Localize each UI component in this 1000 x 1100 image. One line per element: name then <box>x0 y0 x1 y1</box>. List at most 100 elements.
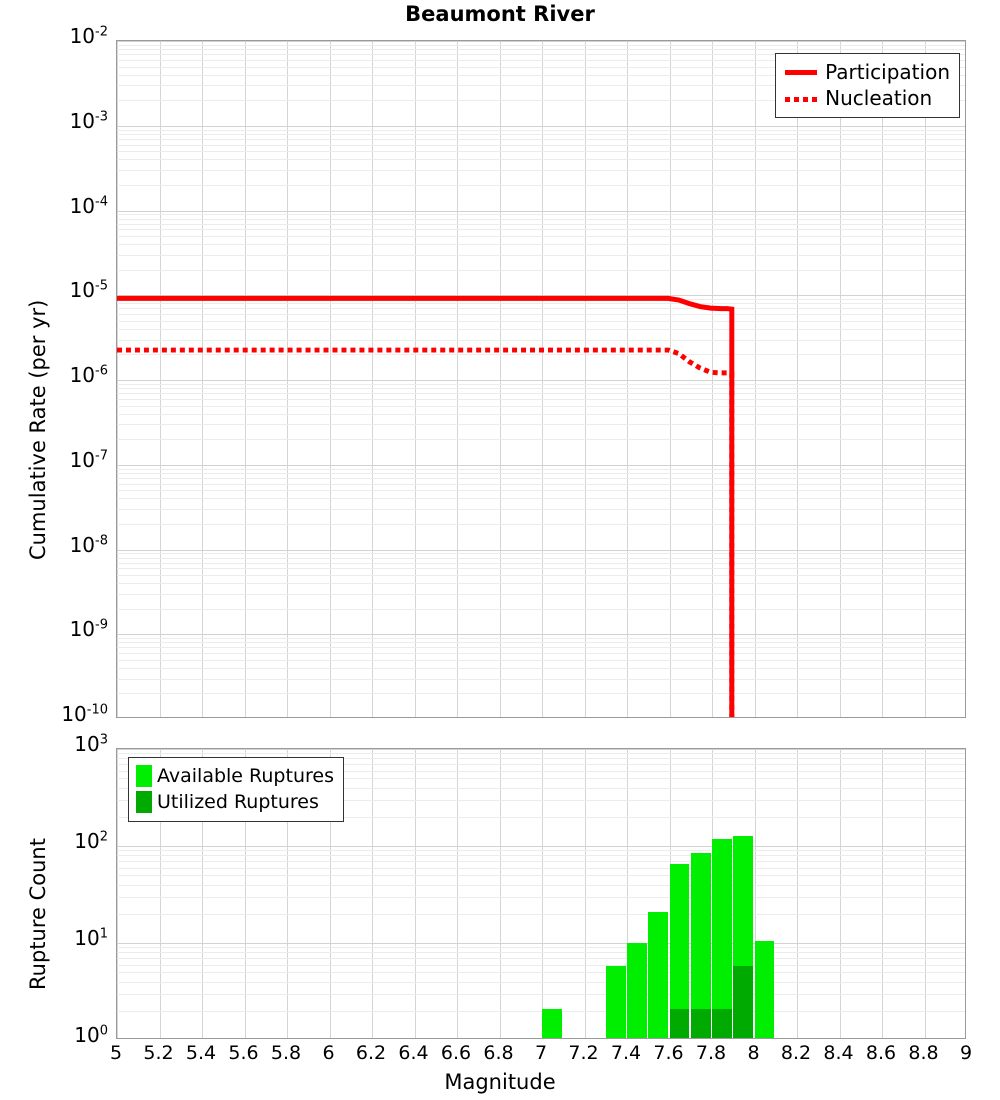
gridline-vertical <box>627 749 628 1038</box>
gridline-vertical <box>457 749 458 1038</box>
x-tick-label: 6.4 <box>398 1042 429 1064</box>
gridline-vertical <box>542 41 543 717</box>
gridline-horizontal-minor <box>117 855 965 857</box>
gridline-vertical <box>329 749 331 1038</box>
gridline-horizontal-minor <box>117 229 965 231</box>
x-tick-label: 7.8 <box>695 1042 727 1064</box>
gridline-horizontal-minor <box>117 799 965 801</box>
gridline-horizontal-minor <box>117 608 965 610</box>
legend-item-participation[interactable]: Participation <box>783 59 950 85</box>
y-tick-label: 10-10 <box>61 702 108 726</box>
gridline-vertical <box>584 41 586 717</box>
bar-utilized <box>712 1008 732 1038</box>
gridline-horizontal-minor <box>117 509 965 511</box>
gridline-horizontal-major <box>117 125 965 127</box>
gridline-horizontal-minor <box>117 981 965 983</box>
gridline-vertical <box>372 749 373 1038</box>
gridline-vertical <box>627 41 628 717</box>
bar-available <box>690 853 711 1038</box>
gridline-horizontal-minor <box>117 678 965 680</box>
y-tick-label: 10-8 <box>69 532 108 557</box>
bottom-y-axis-labels: 103 102 101 100 <box>0 0 108 1100</box>
x-tick-label: 5 <box>109 1042 123 1064</box>
gridline-horizontal-minor <box>117 553 965 555</box>
gridline-horizontal-major <box>117 846 965 847</box>
x-tick-label: 7.4 <box>610 1042 642 1064</box>
gridline-horizontal-minor <box>117 468 965 470</box>
gridline-horizontal-minor <box>117 328 965 330</box>
gridline-horizontal-minor <box>117 413 965 415</box>
x-tick-label: 5.4 <box>185 1042 217 1064</box>
gridline-vertical <box>797 749 798 1038</box>
gridline-horizontal-major <box>117 380 965 381</box>
gridline-horizontal-minor <box>117 490 965 492</box>
gridline-horizontal-minor <box>117 439 965 441</box>
gridline-horizontal-minor <box>117 575 965 576</box>
gridline-horizontal-minor <box>117 477 965 479</box>
gridline-horizontal-minor <box>117 151 965 153</box>
gridline-vertical <box>797 41 798 717</box>
nucleation-line-icon <box>783 88 819 108</box>
gridline-vertical <box>924 749 926 1038</box>
gridline-horizontal-minor <box>117 303 965 305</box>
bar-utilized <box>669 1008 690 1038</box>
gridline-horizontal-minor <box>117 383 965 385</box>
gridline-vertical <box>669 41 671 717</box>
gridline-horizontal-minor <box>117 952 965 954</box>
gridline-vertical <box>244 41 246 717</box>
legend-item-nucleation[interactable]: Nucleation <box>783 85 950 111</box>
x-tick-label: 6.2 <box>355 1042 387 1064</box>
y-tick-label: 10-2 <box>69 24 108 48</box>
gridline-horizontal-minor <box>117 875 965 877</box>
gridline-horizontal-minor <box>117 59 965 61</box>
gridline-horizontal-major <box>117 749 965 750</box>
page-title: Beaumont River <box>405 2 595 26</box>
gridline-horizontal-major <box>117 41 965 42</box>
gridline-horizontal-minor <box>117 770 965 772</box>
y-tick-label: 10-5 <box>69 278 108 303</box>
top-legend: Participation Nucleation <box>775 53 960 118</box>
gridline-horizontal-minor <box>117 308 965 310</box>
gridline-vertical <box>202 749 203 1038</box>
gridline-vertical <box>329 41 331 717</box>
x-tick-label: 5.2 <box>143 1042 174 1064</box>
bar-utilized <box>690 1008 711 1038</box>
y-tick-label: 103 <box>74 732 108 756</box>
gridline-horizontal-minor <box>117 472 965 474</box>
x-tick-label: 5.6 <box>228 1042 259 1064</box>
x-tick-label: 8.4 <box>823 1042 854 1064</box>
x-tick-label: 8.6 <box>865 1042 897 1064</box>
gridline-vertical <box>372 41 373 717</box>
gridline-horizontal-minor <box>117 523 965 525</box>
participation-line-icon <box>783 62 819 82</box>
gridline-vertical <box>839 749 841 1038</box>
bar-available <box>648 911 668 1038</box>
gridline-horizontal-minor <box>117 787 965 789</box>
gridline-horizontal-minor <box>117 138 965 140</box>
x-tick-label: 8.8 <box>908 1042 939 1064</box>
gridline-horizontal-minor <box>117 958 965 960</box>
legend-item-utilized-ruptures[interactable]: Utilized Ruptures <box>136 789 334 815</box>
gridline-vertical <box>882 41 883 717</box>
gridline-horizontal-minor <box>117 638 965 640</box>
y-tick-label: 10-3 <box>69 108 108 133</box>
gridline-horizontal-minor <box>117 816 965 818</box>
gridline-horizontal-minor <box>117 405 965 407</box>
gridline-horizontal-minor <box>117 964 965 966</box>
gridline-horizontal-minor <box>117 593 965 595</box>
gridline-horizontal-minor <box>117 667 965 669</box>
x-axis-title: Magnitude <box>444 1070 556 1094</box>
gridline-vertical <box>244 749 246 1038</box>
x-tick-label: 5.8 <box>270 1042 302 1064</box>
x-tick-label: 9 <box>959 1042 973 1064</box>
gridline-vertical <box>499 749 501 1038</box>
gridline-horizontal-minor <box>117 388 965 390</box>
gridline-vertical <box>754 749 756 1038</box>
bar-available <box>605 966 626 1038</box>
y-tick-label: 10-6 <box>69 363 108 387</box>
legend-item-available-ruptures[interactable]: Available Ruptures <box>136 763 334 789</box>
y-tick-label: 101 <box>74 926 108 950</box>
curve-participation <box>117 295 735 717</box>
gridline-horizontal-minor <box>117 568 965 570</box>
gridline-horizontal-minor <box>117 653 965 655</box>
